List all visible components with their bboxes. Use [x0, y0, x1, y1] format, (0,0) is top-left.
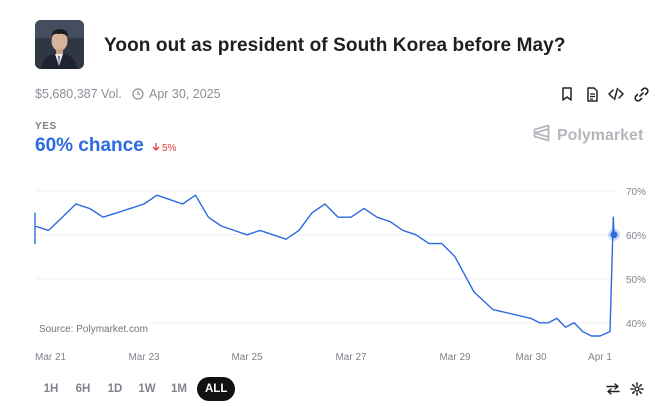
- x-tick-label: Mar 25: [231, 352, 263, 363]
- x-tick-label: Mar 30: [515, 352, 547, 363]
- current-point: [610, 231, 618, 239]
- range-button-all[interactable]: ALL: [197, 377, 236, 401]
- range-button-1m[interactable]: 1M: [165, 377, 193, 401]
- portrait-image: [35, 20, 84, 69]
- outcome-label: YES: [35, 121, 57, 132]
- embed-code-icon[interactable]: [608, 86, 624, 102]
- arrow-down-icon: [152, 142, 160, 154]
- time-range-selector: 1H 6H 1D 1W 1M ALL: [37, 377, 236, 401]
- end-date: Apr 30, 2025: [132, 87, 221, 101]
- change-badge: 5%: [152, 142, 176, 154]
- series-line: [34, 194, 615, 337]
- range-button-1h[interactable]: 1H: [37, 377, 65, 401]
- y-tick-label: 60%: [626, 231, 646, 242]
- chance-value: 60% chance: [35, 135, 144, 156]
- y-tick-label: 40%: [626, 319, 646, 330]
- range-button-1d[interactable]: 1D: [101, 377, 129, 401]
- range-button-6h[interactable]: 6H: [69, 377, 97, 401]
- volume-text: $5,680,387 Vol.: [35, 87, 122, 101]
- polymarket-logo-icon: [533, 124, 550, 147]
- change-value: 5%: [162, 142, 177, 154]
- source-label: Source: Polymarket.com: [35, 321, 152, 338]
- settings-gear-icon[interactable]: [629, 381, 645, 397]
- x-tick-label: Mar 21: [35, 352, 67, 363]
- swap-arrows-icon[interactable]: [605, 381, 621, 397]
- document-icon[interactable]: [584, 86, 600, 102]
- end-date-text: Apr 30, 2025: [149, 87, 221, 101]
- market-avatar: [35, 20, 84, 69]
- x-tick-label: Apr 1: [588, 352, 612, 363]
- clock-icon: [132, 88, 144, 100]
- market-title: Yoon out as president of South Korea bef…: [104, 35, 566, 56]
- y-axis-ticks: 70% 60% 50% 40%: [626, 187, 646, 330]
- bookmark-icon[interactable]: [559, 86, 575, 102]
- link-icon[interactable]: [633, 86, 649, 102]
- x-tick-label: Mar 23: [128, 352, 160, 363]
- x-tick-label: Mar 27: [335, 352, 367, 363]
- polymarket-brand: Polymarket: [533, 124, 643, 147]
- x-axis-ticks: Mar 21 Mar 23 Mar 25 Mar 27 Mar 29 Mar 30 Apr …: [35, 352, 612, 363]
- brand-name: Polymarket: [557, 126, 644, 144]
- y-tick-label: 70%: [626, 187, 646, 198]
- range-button-1w[interactable]: 1W: [133, 377, 161, 401]
- x-tick-label: Mar 29: [439, 352, 471, 363]
- y-tick-label: 50%: [626, 275, 646, 286]
